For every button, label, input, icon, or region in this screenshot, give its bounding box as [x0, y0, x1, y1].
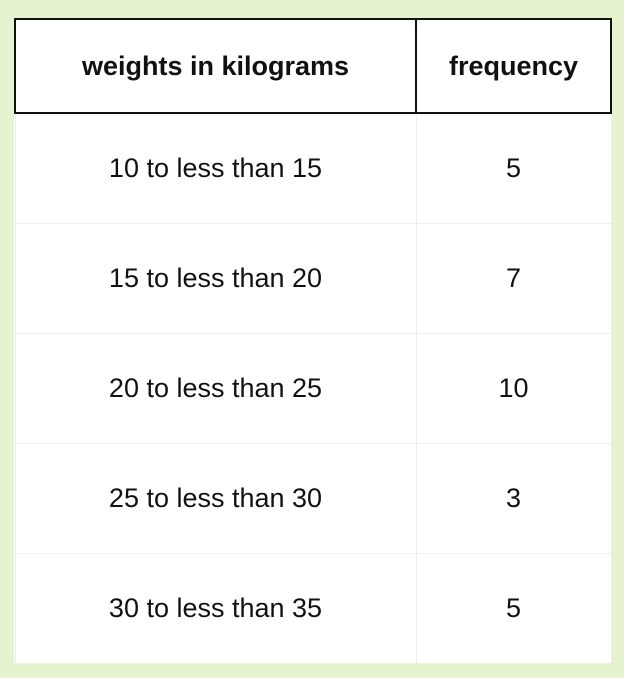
weight-range-cell: 25 to less than 30 — [14, 443, 417, 554]
weight-range-cell: 10 to less than 15 — [14, 112, 417, 224]
table-row: 25 to less than 30 3 — [14, 443, 612, 554]
frequency-cell: 10 — [415, 333, 612, 444]
frequency-cell: 7 — [415, 223, 612, 334]
table-row: 30 to less than 35 5 — [14, 553, 612, 664]
table-header: weights in kilograms frequency — [14, 18, 612, 114]
table-row: 15 to less than 20 7 — [14, 223, 612, 334]
frequency-cell: 3 — [415, 443, 612, 554]
frequency-cell: 5 — [415, 553, 612, 664]
header-frequency: frequency — [415, 18, 612, 114]
weight-range-cell: 20 to less than 25 — [14, 333, 417, 444]
table-row: 10 to less than 15 5 — [14, 112, 612, 224]
header-weights: weights in kilograms — [14, 18, 417, 114]
header-row: weights in kilograms frequency — [14, 18, 612, 114]
table-body: 10 to less than 15 5 15 to less than 20 … — [14, 112, 612, 664]
weight-range-cell: 15 to less than 20 — [14, 223, 417, 334]
frequency-table: weights in kilograms frequency 10 to les… — [14, 18, 612, 664]
weight-range-cell: 30 to less than 35 — [14, 553, 417, 664]
table-row: 20 to less than 25 10 — [14, 333, 612, 444]
frequency-table-container: weights in kilograms frequency 10 to les… — [14, 18, 612, 664]
frequency-cell: 5 — [415, 112, 612, 224]
